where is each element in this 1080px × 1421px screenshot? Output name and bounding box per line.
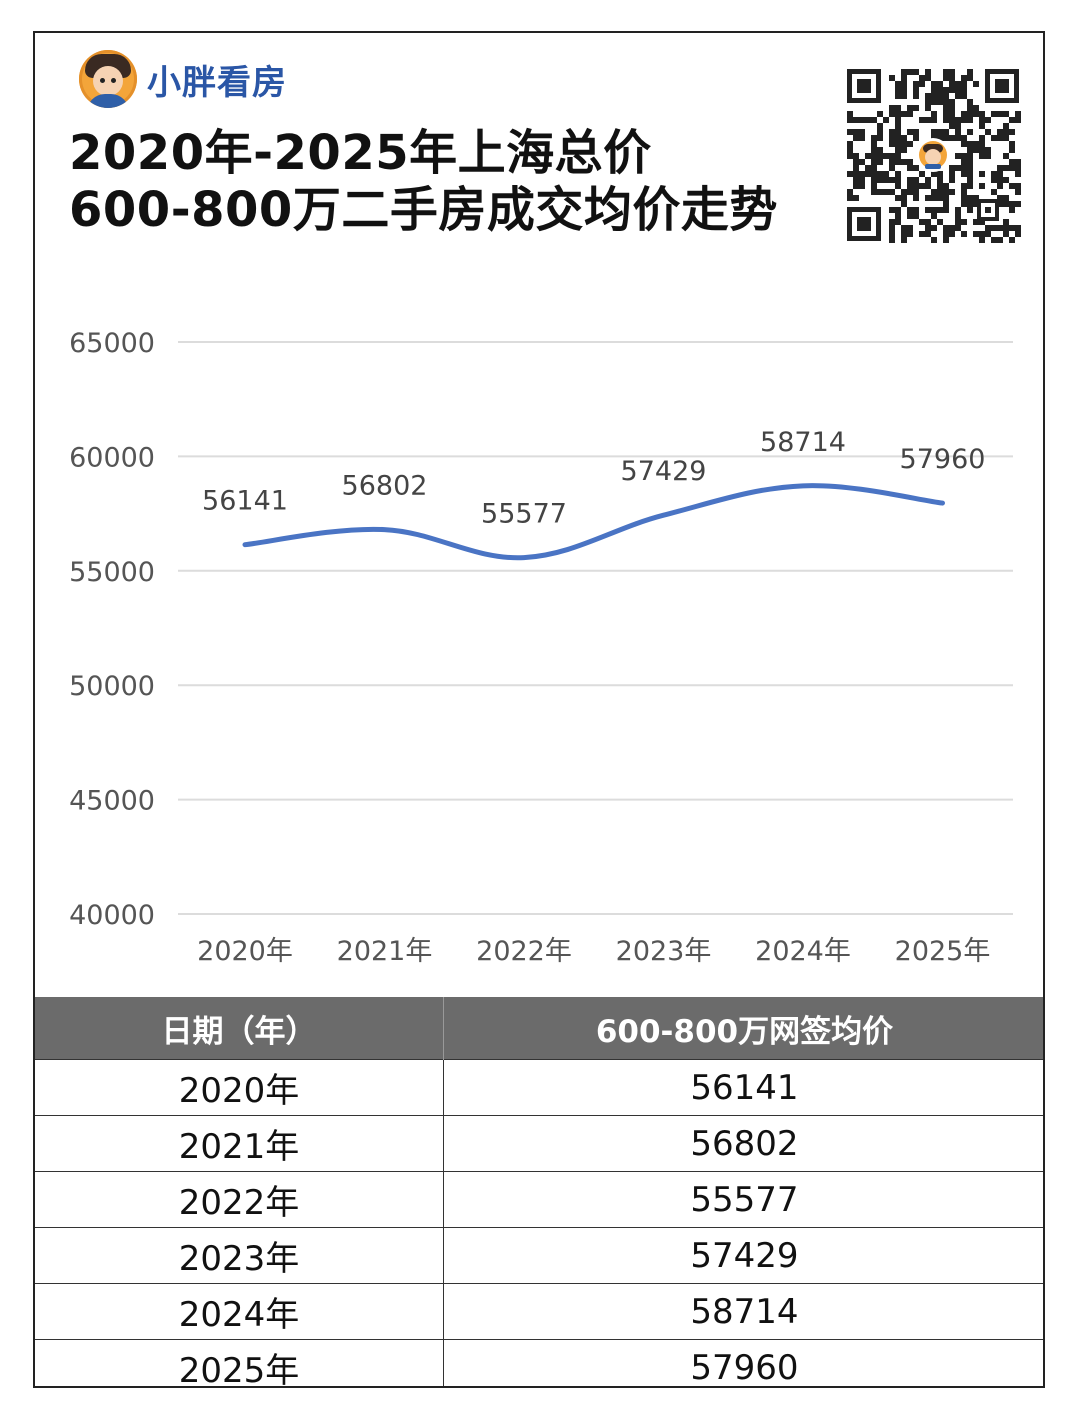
- qr-center-avatar-icon: [916, 138, 950, 172]
- poster-frame: 小胖看房 2020年-2025年上海总价 600-800万二手房成交均价走势 6…: [33, 31, 1045, 1388]
- cell-year: 2023年: [35, 1227, 444, 1284]
- cell-year: 2021年: [35, 1115, 444, 1172]
- column-header-date: 日期（年）: [35, 997, 444, 1060]
- brand-name: 小胖看房: [147, 62, 287, 103]
- y-tick-label: 55000: [69, 557, 155, 588]
- x-tick-label: 2025年: [895, 936, 991, 967]
- title-line-2: 600-800万二手房成交均价走势: [69, 182, 778, 238]
- cell-price: 56141: [443, 1059, 1043, 1116]
- x-tick-label: 2021年: [337, 936, 433, 967]
- data-label: 58714: [760, 427, 846, 458]
- table-row: 2022年 55577: [35, 1171, 1043, 1228]
- y-tick-label: 50000: [69, 671, 155, 702]
- line-chart: 65000 60000 55000 50000 45000 40000 2020年 2021…: [69, 328, 1013, 967]
- y-tick-label: 65000: [69, 328, 155, 359]
- y-tick-label: 40000: [69, 900, 155, 931]
- table-row: 2021年 56802: [35, 1115, 1043, 1172]
- data-label: 55577: [481, 499, 567, 530]
- cell-price: 58714: [443, 1283, 1043, 1340]
- price-table: 日期（年） 600-800万网签均价 2020年 56141 2021年 568…: [35, 997, 1043, 1386]
- cell-year: 2025年: [35, 1339, 444, 1386]
- x-tick-label: 2022年: [476, 936, 572, 967]
- y-tick-label: 60000: [69, 442, 155, 473]
- table-row: 2024年 58714: [35, 1283, 1043, 1340]
- data-label: 56802: [342, 471, 428, 502]
- title-line-1: 2020年-2025年上海总价: [69, 125, 652, 181]
- column-header-price: 600-800万网签均价: [443, 997, 1043, 1060]
- cell-price: 55577: [443, 1171, 1043, 1228]
- data-label: 57429: [621, 456, 707, 487]
- cell-price: 57960: [443, 1339, 1043, 1386]
- cell-price: 57429: [443, 1227, 1043, 1284]
- page-title: 2020年-2025年上海总价 600-800万二手房成交均价走势: [69, 125, 778, 239]
- table-row: 2025年 57960: [35, 1339, 1043, 1386]
- x-tick-label: 2024年: [755, 936, 851, 967]
- data-label: 57960: [900, 444, 986, 475]
- cell-year: 2022年: [35, 1171, 444, 1228]
- x-tick-label: 2023年: [616, 936, 712, 967]
- cell-year: 2024年: [35, 1283, 444, 1340]
- brand-header: 小胖看房: [79, 47, 287, 111]
- table-row: 2020年 56141: [35, 1059, 1043, 1116]
- cell-year: 2020年: [35, 1059, 444, 1116]
- data-label: 56141: [202, 486, 288, 517]
- cartoon-boy-avatar-icon: [79, 50, 137, 108]
- x-tick-label: 2020年: [197, 936, 293, 967]
- table-header-row: 日期（年） 600-800万网签均价: [35, 997, 1043, 1060]
- qr-code-icon: [845, 67, 1021, 243]
- y-tick-label: 45000: [69, 786, 155, 817]
- cell-price: 56802: [443, 1115, 1043, 1172]
- series-line-price: [242, 483, 945, 561]
- table-row: 2023年 57429: [35, 1227, 1043, 1284]
